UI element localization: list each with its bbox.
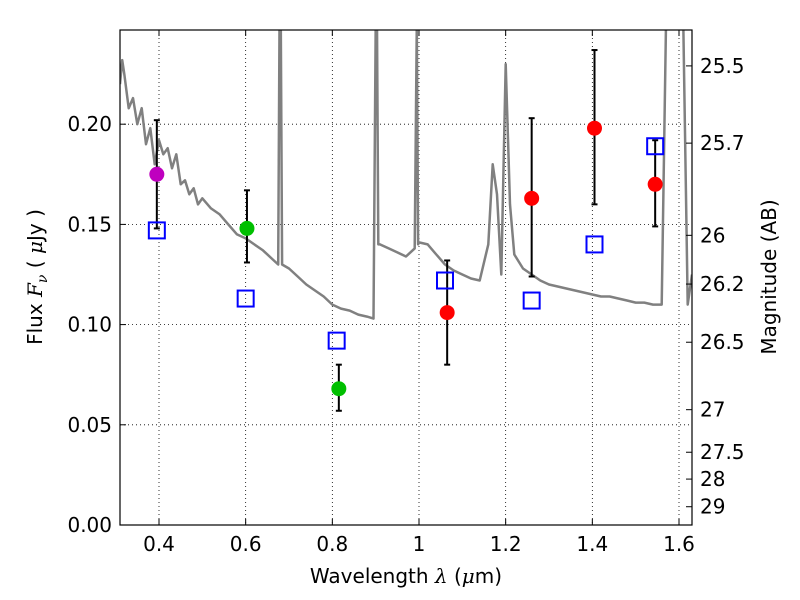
model-flux-square [646, 137, 665, 156]
observed-flux-point [524, 190, 540, 206]
model-flux-square [327, 331, 346, 350]
y2-tick-label: 26.2 [700, 272, 745, 296]
data-markers [147, 120, 665, 397]
y2-tick-label: 26 [700, 223, 725, 247]
y2-tick-label: 25.7 [700, 131, 745, 155]
x-tick-label: 1.2 [490, 532, 522, 556]
y2-tick-label: 25.5 [700, 54, 745, 78]
model-flux-square [522, 291, 541, 310]
y-tick-label: 0.00 [67, 513, 112, 537]
y2-axis-ticks: 25.5 25.7 26 26.2 26.5 27 27.5 28 29 [686, 54, 745, 519]
y-tick-label: 0.15 [67, 212, 112, 236]
plot-frame [119, 29, 693, 526]
observed-flux-point [239, 220, 255, 236]
y-axis-ticks: 0.00 0.05 0.10 0.15 0.20 [67, 112, 126, 537]
model-spectrum-line [120, 30, 692, 320]
model-flux-square [147, 221, 166, 240]
y-axis-label: Flux Fν ( μJy ) [23, 209, 51, 345]
model-flux-square [436, 271, 454, 290]
x-tick-label: 0.8 [316, 532, 348, 556]
observed-flux-point [331, 381, 347, 397]
observed-flux-point [439, 305, 455, 321]
x-tick-label: 1.4 [576, 532, 608, 556]
model-spectrum [120, 30, 692, 320]
y-tick-label: 0.05 [67, 413, 112, 437]
x-tick-label: 1 [413, 532, 426, 556]
model-flux-square [236, 289, 255, 308]
observed-flux-point [149, 166, 165, 182]
y2-tick-label: 26.5 [700, 330, 745, 354]
y2-axis-label: Magnitude (AB) [757, 199, 781, 354]
x-tick-label: 0.6 [230, 532, 262, 556]
y2-tick-label: 27 [700, 398, 725, 422]
y2-tick-label: 28 [700, 467, 725, 491]
x-tick-label: 1.6 [663, 532, 695, 556]
observed-flux-point [587, 120, 602, 136]
plot-background [120, 30, 692, 525]
y2-tick-label: 29 [700, 495, 725, 519]
x-axis-ticks: 0.4 0.6 0.8 1 1.2 1.4 1.6 [143, 30, 695, 556]
model-flux-square [585, 235, 604, 254]
x-tick-label: 0.4 [143, 532, 175, 556]
x-axis-label: Wavelength λ (μm) [310, 564, 502, 588]
y-tick-label: 0.20 [67, 112, 112, 136]
y2-tick-label: 27.5 [700, 440, 745, 464]
y-tick-label: 0.10 [67, 313, 112, 337]
observed-flux-point [647, 176, 663, 192]
